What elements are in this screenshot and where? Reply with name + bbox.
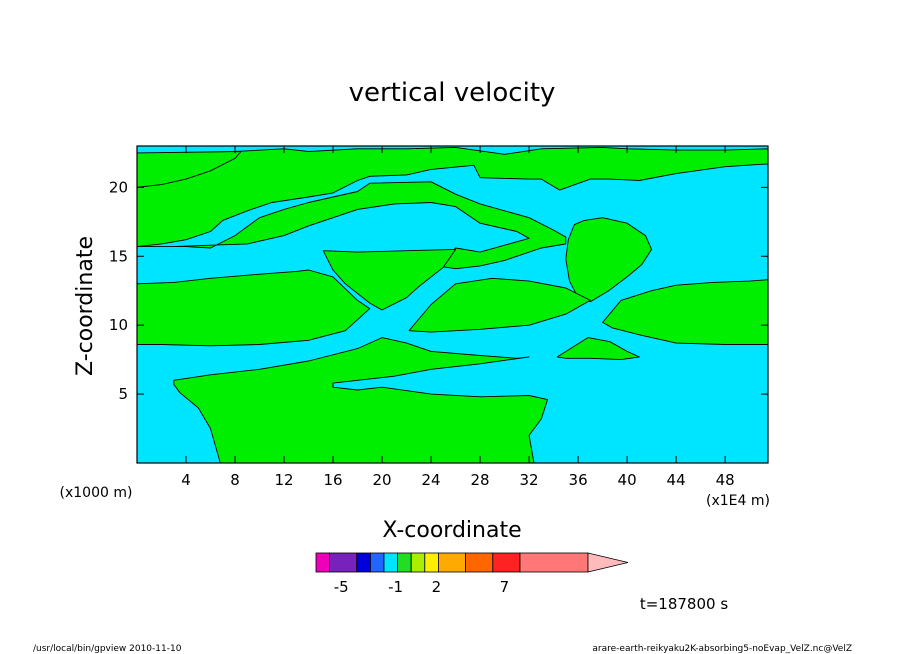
colorbar [315,552,629,573]
x-axis-unit: (x1E4 m) [706,493,770,509]
y-axis-label: Z-coordinate [73,236,98,376]
time-label: t=187800 s [640,595,728,613]
x-tick-label: 12 [274,471,293,489]
contour-region-positive [602,279,768,345]
contour-region-positive [565,217,653,303]
colorbar-label: -5 [334,578,349,596]
x-tick-label: 24 [422,471,441,489]
colorbar-segment [315,552,331,573]
plot-frame [136,145,769,464]
y-tick-label: 20 [109,178,128,196]
x-tick-label: 8 [230,471,240,489]
colorbar-segment [465,552,494,573]
colorbar-arrow [587,552,629,573]
contour-region-positive [137,181,567,270]
footer-right: arare-earth-reikyaku2K-absorbing5-noEvap… [592,644,852,654]
contour-region-positive [556,337,640,361]
contour-region-positive [137,146,768,248]
x-tick-label: 16 [323,471,342,489]
x-axis-ticks: 4 8 12 16 20 24 28 32 36 40 44 48 [181,146,735,489]
colorbar-segment [397,552,412,573]
x-tick-label: 4 [181,471,191,489]
contour-region-positive [408,277,591,333]
x-tick-label: 44 [667,471,686,489]
colorbar-segment [356,552,371,573]
contour-regions [137,146,768,463]
colorbar-label: -1 [388,578,403,596]
x-tick-label: 32 [520,471,539,489]
colorbar-label: 7 [500,578,510,596]
footer-left: /usr/local/bin/gpview 2010-11-10 [33,644,182,654]
y-tick-label: 10 [109,316,128,334]
contour-region-positive [137,269,371,347]
colorbar-segment [492,552,521,573]
x-tick-label: 36 [569,471,588,489]
colorbar-segment [424,552,439,573]
y-axis-unit: (x1000 m) [60,485,133,501]
y-tick-label: 5 [118,385,128,403]
contour-region-positive [322,248,457,311]
x-tick-label: 28 [471,471,490,489]
y-tick-label: 15 [109,247,128,265]
colorbar-segment [410,552,426,573]
x-tick-label: 40 [618,471,637,489]
x-tick-label: 20 [373,471,392,489]
colorbar-labels: -5 -1 2 7 [334,578,509,596]
x-axis-label: X-coordinate [382,518,521,543]
chart-title: vertical velocity [349,78,556,108]
contour-region-positive [173,337,548,463]
y-axis-ticks: 5 10 15 20 [109,178,768,403]
colorbar-segment [329,552,358,573]
colorbar-segment [437,552,466,573]
colorbar-label: 2 [432,578,442,596]
colorbar-segment [369,552,385,573]
colorbar-segment [383,552,399,573]
x-tick-label: 48 [716,471,735,489]
colorbar-segment [519,552,589,573]
